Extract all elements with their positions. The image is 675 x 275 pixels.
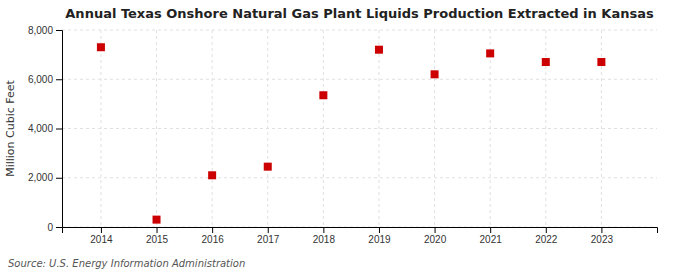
x-tick: 2016 (202, 227, 225, 245)
y-tick-label: 8,000 (28, 25, 53, 36)
grid-line-y (62, 30, 657, 31)
x-tick-mark (379, 227, 380, 233)
chart: 2014 2015 2016 2017 2018 2019 2020 2021 2022 2023… (0, 0, 675, 275)
y-tick-mark (56, 178, 62, 179)
grid-line-x (156, 30, 157, 227)
x-tick: 2020 (424, 227, 447, 245)
x-tick-mark (490, 227, 491, 233)
y-tick-label: 0 (47, 222, 53, 233)
y-tick: 2,000 (28, 172, 62, 183)
x-axis: 2014 2015 2016 2017 2018 2019 2020 2021 2022 2023 (63, 227, 658, 245)
title: Annual Texas Onshore Natural Gas Plant L… (65, 6, 654, 21)
x-tick-label: 2017 (257, 234, 280, 245)
y-tick-mark (56, 129, 62, 130)
x-tick-label: 2023 (591, 234, 614, 245)
y-tick: 4,000 (28, 123, 62, 134)
grid-line-y (62, 79, 657, 80)
x-tick: 2023 (591, 227, 614, 245)
y-tick-mark (56, 30, 62, 31)
x-tick-label: 2014 (90, 234, 113, 245)
grid-line-x (378, 30, 379, 227)
x-tick-mark (601, 227, 602, 233)
y-tick-mark (56, 79, 62, 80)
x-tick-label: 2016 (202, 234, 225, 245)
source: Source: U.S. Energy Information Administ… (8, 258, 245, 269)
grid-line-x (323, 30, 324, 227)
x-tick: 2015 (146, 227, 169, 245)
y-axis-line (56, 31, 63, 228)
x-tick-mark (323, 227, 324, 233)
x-tick-mark (157, 227, 158, 233)
point (208, 171, 216, 179)
plot: 2014 2015 2016 2017 2018 2019 2020 2021 2022 2023… (28, 25, 658, 245)
x-tick-label: 2015 (146, 234, 169, 245)
x-tick: 2022 (535, 227, 558, 245)
y-tick: 0 (47, 222, 62, 233)
point (97, 43, 105, 51)
point (319, 91, 327, 99)
x-tick: 2018 (313, 227, 336, 245)
x-tick-mark (101, 227, 102, 233)
x-tick: 2019 (368, 227, 391, 245)
marks (97, 43, 605, 223)
point (153, 216, 161, 224)
grid-line-y (62, 177, 657, 178)
x-tick-label: 2022 (535, 234, 558, 245)
x-tick-label: 2021 (480, 234, 503, 245)
x-tick-label: 2019 (368, 234, 391, 245)
point (375, 46, 383, 54)
x-tick-mark (268, 227, 269, 233)
y-tick-label: 6,000 (28, 74, 53, 85)
y-tick: 8,000 (28, 25, 62, 36)
x-tick: 2017 (257, 227, 280, 245)
x-axis-line (63, 228, 658, 234)
y-axis: 0 2,000 4,000 6,000 8,000 (28, 25, 63, 233)
x-tick: 2021 (480, 227, 503, 245)
x-tick-mark (546, 227, 547, 233)
x-tick-label: 2018 (313, 234, 336, 245)
x-tick: 2014 (90, 227, 113, 245)
point (431, 70, 439, 78)
y-tick: 6,000 (28, 74, 62, 85)
y-tick-mark (56, 227, 62, 228)
point (597, 58, 605, 66)
point (486, 49, 494, 57)
point (264, 163, 272, 171)
x-tick-mark (212, 227, 213, 233)
point (542, 58, 550, 66)
y-tick-label: 2,000 (28, 172, 53, 183)
y-tick-label: 4,000 (28, 123, 53, 134)
y-axis-title: Million Cubic Feet (4, 79, 17, 176)
grid-line-y (62, 128, 657, 129)
grid (62, 30, 657, 227)
x-tick-label: 2020 (424, 234, 447, 245)
x-tick-mark (435, 227, 436, 233)
